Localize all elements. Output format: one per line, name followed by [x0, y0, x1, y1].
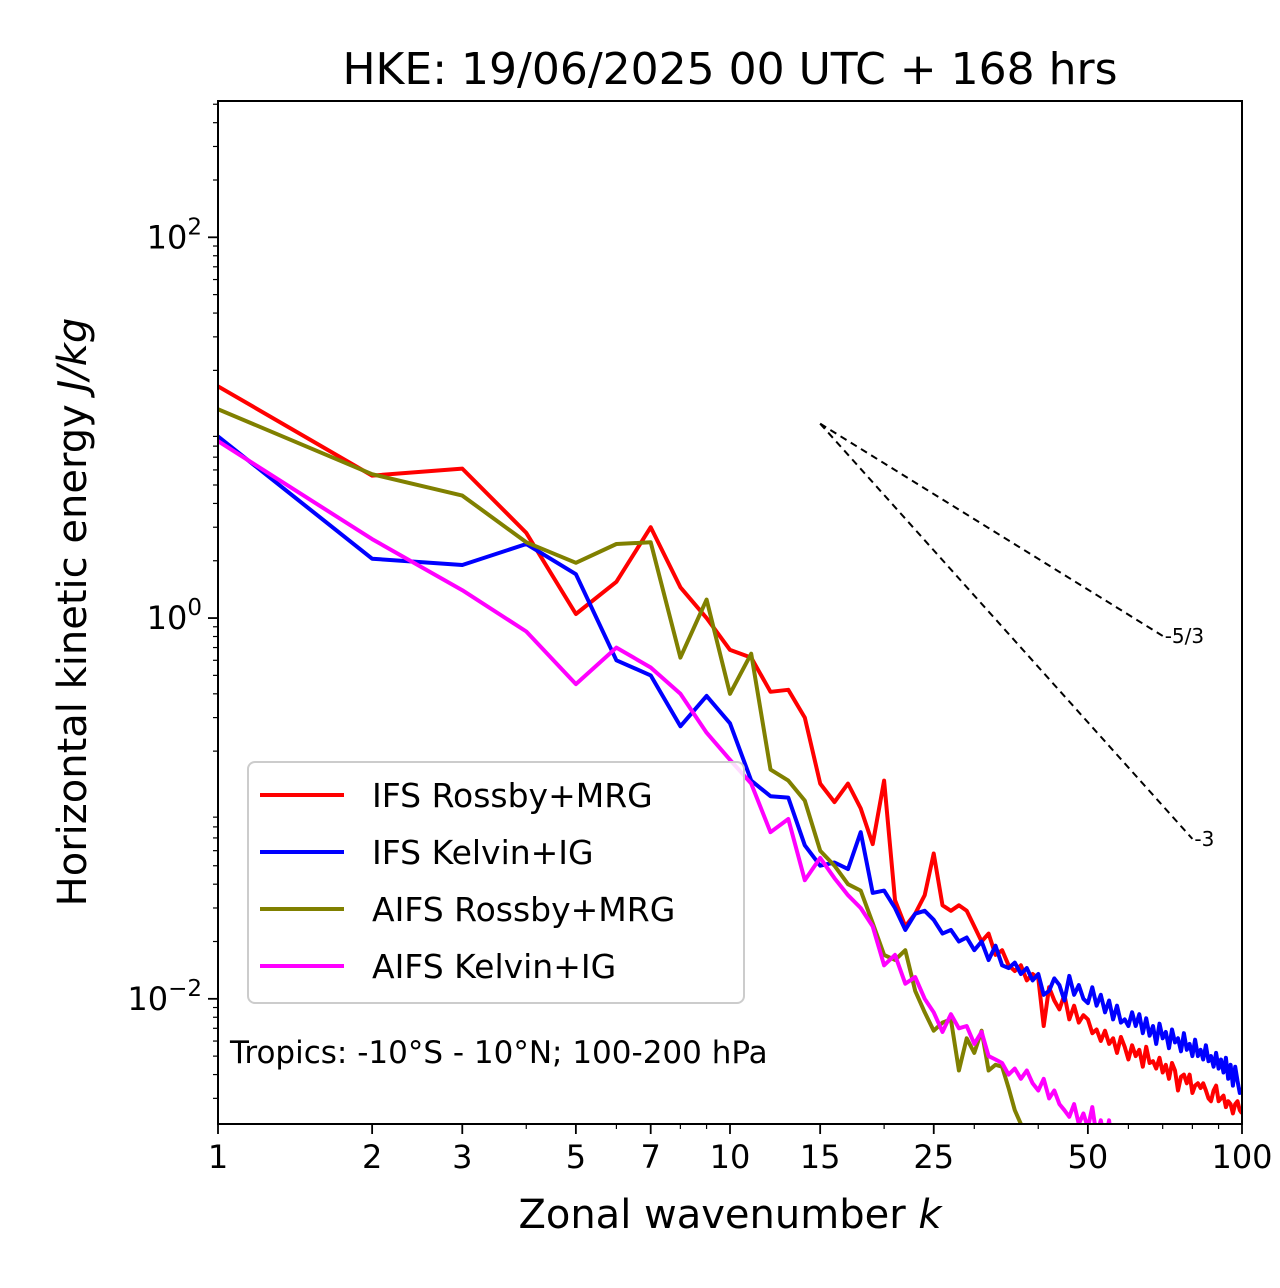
- y-tick-label: 100: [147, 595, 202, 637]
- legend-label-aifs-rossby-mrg: AIFS Rossby+MRG: [372, 890, 675, 929]
- legend-label-ifs-rossby-mrg: IFS Rossby+MRG: [372, 776, 653, 815]
- x-axis-label-var: k: [918, 1192, 943, 1238]
- slope-label-3: -3: [1194, 827, 1214, 851]
- x-tick-label: 1: [208, 1138, 228, 1176]
- x-axis-ticks: 1 2 3 5 7 10 15 25 50 100: [208, 1124, 1273, 1176]
- x-tick-label: 3: [452, 1138, 472, 1176]
- y-tick-label: 10−2: [127, 976, 202, 1018]
- x-axis-label: Zonal wavenumber k: [518, 1192, 943, 1238]
- legend-label-aifs-kelvin-ig: AIFS Kelvin+IG: [372, 947, 616, 986]
- x-tick-label: 25: [913, 1138, 954, 1176]
- x-tick-label: 2: [362, 1138, 382, 1176]
- y-axis-label-unit: J/kg: [50, 318, 96, 399]
- region-annotation: Tropics: -10°S - 10°N; 100-200 hPa: [229, 1035, 768, 1071]
- x-tick-label: 100: [1211, 1138, 1272, 1176]
- x-tick-label: 15: [800, 1138, 841, 1176]
- legend-box: [247, 761, 745, 1004]
- legend-label-ifs-kelvin-ig: IFS Kelvin+IG: [372, 833, 594, 872]
- reference-slopes: -5/3 -3: [819, 422, 1214, 851]
- x-tick-label: 50: [1068, 1138, 1109, 1176]
- y-axis-label-text: Horizontal kinetic energy: [50, 404, 96, 906]
- y-axis-label: Horizontal kinetic energy J/kg: [50, 318, 96, 907]
- x-axis-label-text: Zonal wavenumber: [518, 1192, 906, 1238]
- chart-title: HKE: 19/06/2025 00 UTC + 168 hrs: [342, 44, 1117, 95]
- x-tick-label: 10: [710, 1138, 751, 1176]
- slope-line-5-3: [819, 422, 1164, 637]
- slope-line-3: [819, 422, 1194, 840]
- y-axis-ticks: 102 100 10−2: [127, 103, 218, 1099]
- series-line-ifs-kelvin-ig: [218, 434, 1242, 1095]
- y-tick-label: 102: [147, 214, 202, 256]
- slope-label-5-3: -5/3: [1165, 624, 1204, 648]
- legend-entries: IFS Rossby+MRG IFS Kelvin+IG AIFS Rossby+M…: [260, 776, 675, 986]
- series-line-aifs-rossby-mrg: [218, 407, 1024, 1124]
- x-tick-label: 5: [566, 1138, 586, 1176]
- x-tick-label: 7: [641, 1138, 661, 1176]
- legend: IFS Rossby+MRG IFS Kelvin+IG AIFS Rossby+M…: [247, 761, 745, 1004]
- series-line-ifs-rossby-mrg: [218, 384, 1242, 1116]
